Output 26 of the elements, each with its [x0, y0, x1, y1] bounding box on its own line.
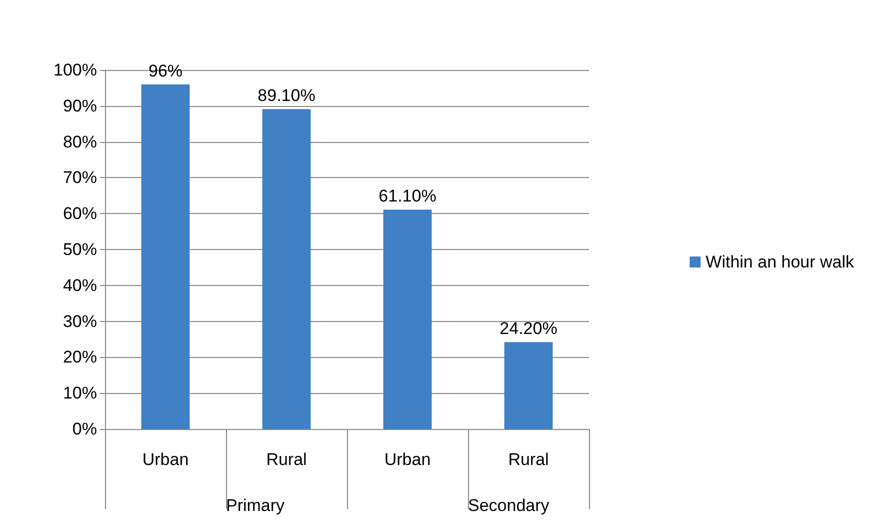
y-tick-label: 90% — [62, 96, 97, 116]
bar — [262, 109, 311, 429]
legend-label: Within an hour walk — [706, 252, 854, 272]
bar — [504, 342, 553, 429]
x-tick-label: Rural — [508, 450, 549, 469]
y-tick-label: 80% — [62, 132, 97, 152]
data-label: 24.20% — [500, 319, 558, 338]
bar — [383, 210, 432, 429]
x-tick-label: Urban — [142, 450, 189, 469]
y-tick-label: 60% — [62, 204, 97, 224]
y-tick-label: 0% — [72, 420, 97, 438]
data-label: 96% — [148, 61, 183, 80]
y-tick-label: 70% — [62, 168, 97, 188]
text: Primary — [226, 496, 286, 515]
y-tick-label: 30% — [62, 312, 97, 331]
data-label: 61.10% — [378, 186, 436, 206]
bar — [141, 84, 190, 429]
y-tick-label: 20% — [62, 348, 97, 367]
y-tick-label: 50% — [62, 240, 97, 259]
text: Secondary — [468, 496, 550, 515]
y-tick-label: 10% — [62, 384, 97, 403]
x-tick-label: Urban — [384, 450, 431, 469]
y-tick-label: 40% — [62, 276, 97, 295]
data-label: 89.10% — [258, 86, 316, 106]
x-tick-label: Rural — [266, 450, 307, 469]
y-tick-label: 100% — [54, 60, 97, 80]
